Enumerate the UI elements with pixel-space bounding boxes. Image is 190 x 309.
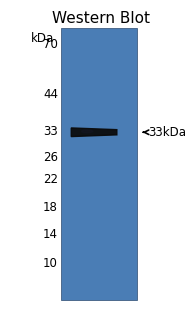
Text: 26: 26: [43, 151, 58, 164]
Text: 44: 44: [43, 88, 58, 101]
Text: Western Blot: Western Blot: [52, 11, 150, 26]
Ellipse shape: [82, 130, 93, 133]
Text: 33kDa: 33kDa: [148, 126, 186, 139]
Text: 10: 10: [43, 257, 58, 270]
Text: 33: 33: [43, 125, 58, 138]
Text: 70: 70: [43, 38, 58, 51]
Text: 22: 22: [43, 173, 58, 186]
Text: 18: 18: [43, 201, 58, 214]
Bar: [61, 28, 137, 300]
Polygon shape: [71, 128, 117, 137]
Text: 14: 14: [43, 228, 58, 241]
Text: kDa: kDa: [31, 32, 54, 45]
